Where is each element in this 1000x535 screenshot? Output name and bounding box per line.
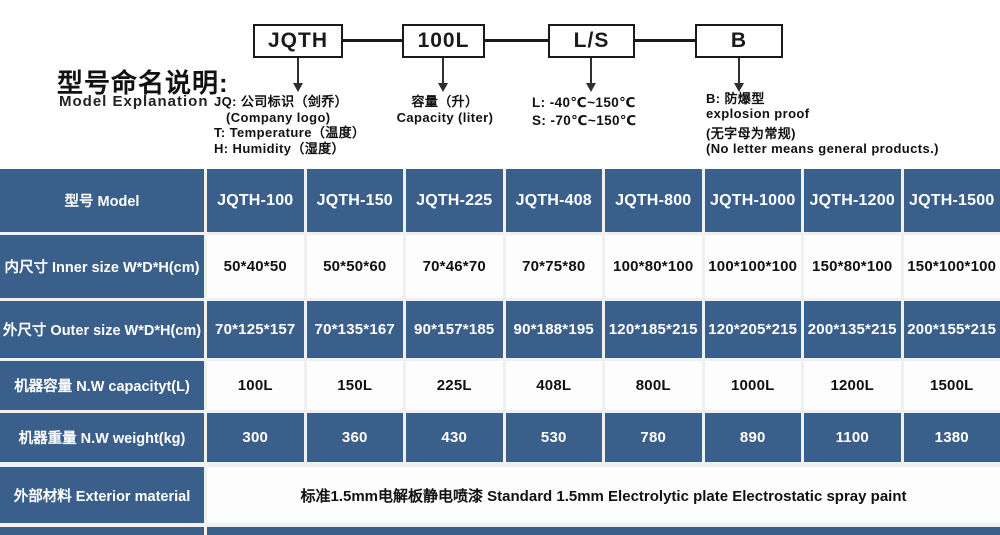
table-cell: 100L <box>207 361 304 410</box>
down-arrow-icon <box>438 83 448 92</box>
table-cell: 50*50*60 <box>306 235 403 298</box>
table-cell-merged <box>207 527 1000 535</box>
note-line: 容量（升） <box>411 94 479 109</box>
model-code-box-temp-range: L/S <box>548 24 635 58</box>
model-code-box-explosion: B <box>695 24 783 58</box>
note-jqth: JQ: 公司标识（剑乔） (Company logo) T: Temperatu… <box>214 94 365 156</box>
model-code-box-jqth: JQTH <box>253 24 343 58</box>
model-code-box-capacity: 100L <box>402 24 485 58</box>
model-column-header: JQTH-800 <box>605 169 702 232</box>
note-line: Capacity (liter) <box>396 109 494 125</box>
row-label-inner-size: 内尺寸 Inner size W*D*H(cm) <box>0 235 204 298</box>
table-cell: 70*75*80 <box>505 235 602 298</box>
down-arrow-icon <box>738 58 740 84</box>
table-cell: 780 <box>605 413 702 462</box>
down-arrow-icon <box>297 58 299 84</box>
note-line: JQ: 公司标识（剑乔） <box>214 94 349 109</box>
table-row-capacity: 机器容量 N.W capacityt(L) 100L 150L 225L 408… <box>0 361 1000 410</box>
table-cell: 1100 <box>804 413 901 462</box>
model-column-header: JQTH-100 <box>207 169 304 232</box>
table-row-exterior-material: 外部材料 Exterior material 标准1.5mm电解板静电喷漆 St… <box>0 467 1000 523</box>
model-column-header: JQTH-1200 <box>804 169 901 232</box>
table-cell: 150*80*100 <box>804 235 901 298</box>
note-line: B: 防爆型 <box>706 91 765 106</box>
table-cell: 890 <box>704 413 801 462</box>
note-line: explosion proof <box>706 105 810 121</box>
note-temp-range: L: -40℃~150℃ S: -70℃~150℃ <box>532 94 637 130</box>
connector-line <box>343 39 402 42</box>
table-row-inner-size: 内尺寸 Inner size W*D*H(cm) 50*40*50 50*50*… <box>0 235 1000 298</box>
model-column-header: JQTH-1000 <box>704 169 801 232</box>
note-line: S: -70℃~150℃ <box>532 113 637 128</box>
table-cell: 150*100*100 <box>903 235 1000 298</box>
table-header-row: 型号 Model JQTH-100 JQTH-150 JQTH-225 JQTH… <box>0 169 1000 232</box>
table-row-weight: 机器重量 N.W weight(kg) 300 360 430 530 780 … <box>0 413 1000 462</box>
table-cell: 70*46*70 <box>406 235 503 298</box>
table-cell: 200*155*215 <box>903 301 1000 358</box>
row-label-model: 型号 Model <box>0 169 204 232</box>
table-cell: 360 <box>306 413 403 462</box>
down-arrow-icon <box>734 83 744 92</box>
table-cell: 530 <box>505 413 602 462</box>
table-cell: 800L <box>605 361 702 410</box>
note-line: L: -40℃~150℃ <box>532 95 636 110</box>
table-cell: 100*80*100 <box>605 235 702 298</box>
connector-line <box>485 39 548 42</box>
down-arrow-icon <box>586 83 596 92</box>
row-label-exterior-material: 外部材料 Exterior material <box>0 467 204 523</box>
down-arrow-icon <box>590 58 592 84</box>
diagram-heading-zh: 型号命名说明: <box>57 68 229 98</box>
table-cell: 200*135*215 <box>804 301 901 358</box>
connector-line <box>635 39 695 42</box>
table-cell: 1000L <box>704 361 801 410</box>
table-cell: 120*205*215 <box>704 301 801 358</box>
diagram-heading-en: Model Explanation <box>59 93 209 110</box>
row-label-outer-size: 外尺寸 Outer size W*D*H(cm) <box>0 301 204 358</box>
table-cell: 100*100*100 <box>704 235 801 298</box>
spec-table: 型号 Model JQTH-100 JQTH-150 JQTH-225 JQTH… <box>0 169 1000 535</box>
down-arrow-icon <box>442 58 444 84</box>
row-label-weight: 机器重量 N.W weight(kg) <box>0 413 204 462</box>
note-line: H: Humidity（湿度） <box>214 140 345 156</box>
note-capacity: 容量（升） Capacity (liter) <box>384 94 506 125</box>
model-column-header: JQTH-1500 <box>903 169 1000 232</box>
model-naming-diagram: 型号命名说明: Model Explanation JQTH 100L L/S … <box>0 0 1000 169</box>
table-cell: 1200L <box>804 361 901 410</box>
row-label-capacity: 机器容量 N.W capacityt(L) <box>0 361 204 410</box>
model-column-header: JQTH-225 <box>406 169 503 232</box>
row-label-cutoff <box>0 527 204 535</box>
table-cell: 1500L <box>903 361 1000 410</box>
table-cell: 90*157*185 <box>406 301 503 358</box>
table-row-outer-size: 外尺寸 Outer size W*D*H(cm) 70*125*157 70*1… <box>0 301 1000 358</box>
model-column-header: JQTH-150 <box>306 169 403 232</box>
table-cell: 300 <box>207 413 304 462</box>
note-line: (无字母为常规) <box>706 126 796 141</box>
table-cell: 150L <box>306 361 403 410</box>
table-cell: 50*40*50 <box>207 235 304 298</box>
note-line: (No letter means general products.) <box>706 140 939 156</box>
table-cell: 1380 <box>903 413 1000 462</box>
table-cell: 70*125*157 <box>207 301 304 358</box>
table-cell: 408L <box>505 361 602 410</box>
note-line: T: Temperature（温度） <box>214 125 366 140</box>
model-column-header: JQTH-408 <box>505 169 602 232</box>
table-row-cutoff <box>0 527 1000 535</box>
table-cell-merged: 标准1.5mm电解板静电喷漆 Standard 1.5mm Electrolyt… <box>207 467 1000 523</box>
table-cell: 70*135*167 <box>306 301 403 358</box>
table-cell: 120*185*215 <box>605 301 702 358</box>
table-cell: 430 <box>406 413 503 462</box>
note-line: (Company logo) <box>226 109 331 125</box>
table-cell: 225L <box>406 361 503 410</box>
table-cell: 90*188*195 <box>505 301 602 358</box>
down-arrow-icon <box>293 83 303 92</box>
note-explosion-proof: B: 防爆型 explosion proof (无字母为常规) (No lett… <box>706 91 939 156</box>
